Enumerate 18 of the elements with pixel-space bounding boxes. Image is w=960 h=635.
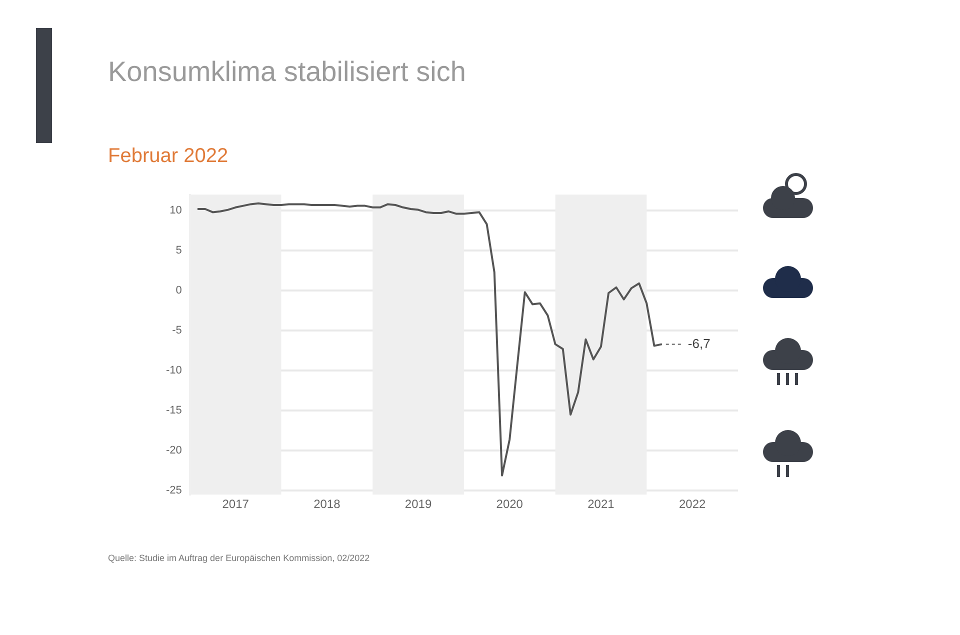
chart-subtitle: Februar 2022	[108, 145, 228, 168]
y-tick-label: -20	[166, 444, 182, 457]
x-tick-label: 2020	[496, 497, 524, 512]
chart-title: Konsumklima stabilisiert sich	[108, 56, 466, 88]
x-tick-label: 2021	[588, 497, 615, 512]
y-tick-label: 5	[176, 244, 182, 257]
y-tick-label: -25	[166, 484, 182, 497]
y-tick-label: 0	[176, 284, 182, 297]
y-tick-label: -10	[166, 364, 182, 377]
source-note: Quelle: Studie im Auftrag der Europäischen Kommission, 02/2022	[108, 553, 370, 563]
y-tick-label: -15	[166, 404, 182, 417]
x-tick-label: 2022	[678, 497, 706, 512]
annotation: -6,7	[688, 336, 710, 351]
y-tick-label: -5	[172, 324, 182, 337]
y-tick-label: 10	[170, 204, 182, 217]
x-tick-label: 2017	[222, 497, 250, 512]
x-tick-label: 2018	[314, 497, 341, 512]
x-tick-label: 2019	[404, 497, 432, 512]
